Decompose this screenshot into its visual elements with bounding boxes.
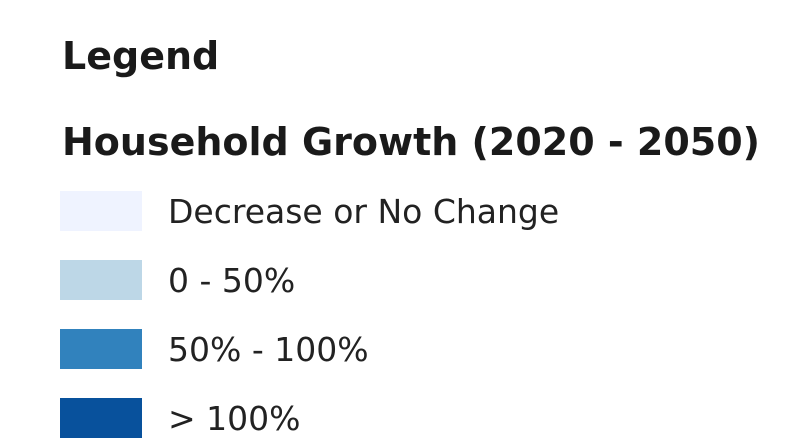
legend-label: 0 - 50% xyxy=(168,260,296,300)
legend-label: Decrease or No Change xyxy=(168,191,560,231)
legend-swatch xyxy=(60,191,142,231)
legend-label: > 100% xyxy=(168,398,301,438)
legend-swatch xyxy=(60,260,142,300)
legend-item: 0 - 50% xyxy=(60,259,295,301)
legend-item: 50% - 100% xyxy=(60,328,369,370)
legend-item: > 100% xyxy=(60,397,300,439)
legend-subtitle: Household Growth (2020 - 2050) xyxy=(62,120,761,164)
legend-swatch xyxy=(60,398,142,438)
legend-item: Decrease or No Change xyxy=(60,190,559,232)
legend-label: 50% - 100% xyxy=(168,329,369,369)
legend-title: Legend xyxy=(62,34,220,78)
legend-swatch xyxy=(60,329,142,369)
